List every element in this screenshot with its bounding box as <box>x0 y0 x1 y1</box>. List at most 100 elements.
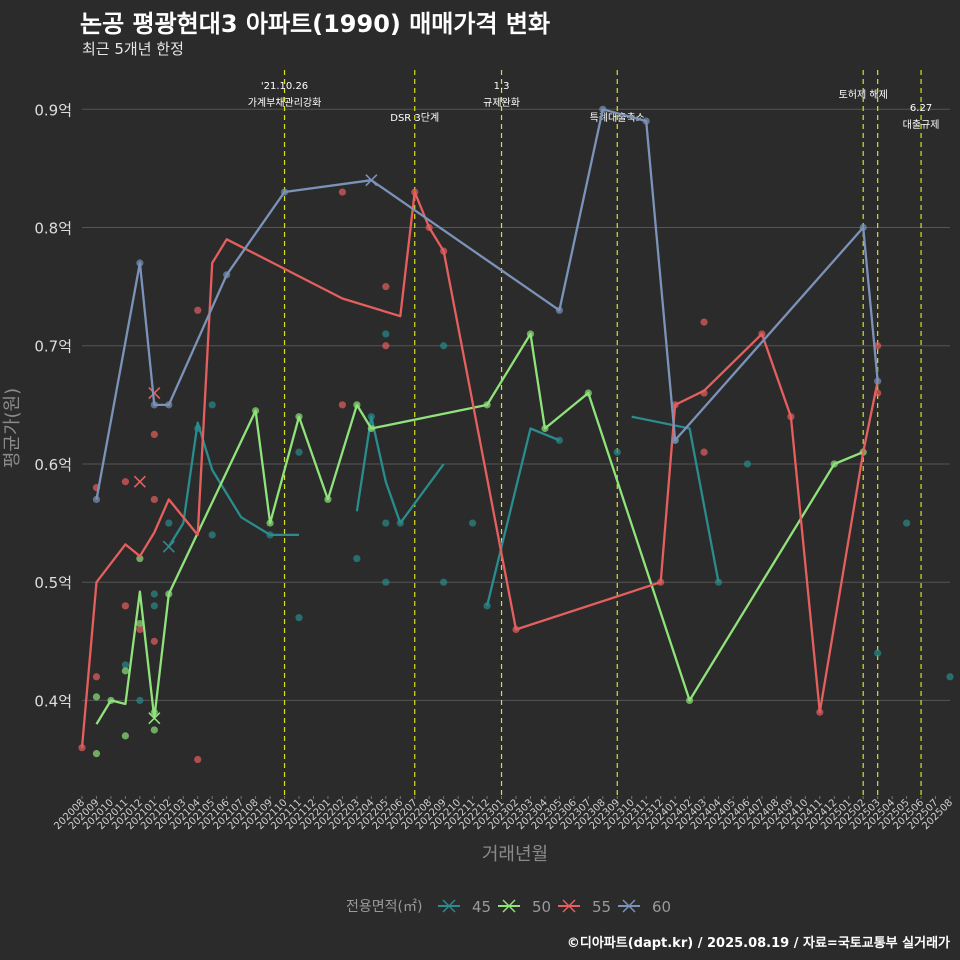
data-point <box>208 401 216 409</box>
data-point <box>382 519 390 527</box>
data-point <box>121 602 129 610</box>
series-line <box>95 108 879 500</box>
data-point <box>208 531 216 539</box>
data-point <box>165 519 173 527</box>
y-tick-labels: 0.4억 0.5억 0.6억 0.7억 0.8억 0.9억 <box>34 101 72 710</box>
data-point <box>946 673 954 681</box>
legend: 전용면적(㎡) 45 50 55 60 <box>346 898 671 916</box>
chart-subtitle: 최근 5개년 한정 <box>82 40 184 58</box>
series-55 <box>78 188 882 764</box>
data-point <box>150 590 158 598</box>
event-annotation: 가계부채관리강화 <box>248 97 322 109</box>
data-point <box>613 448 621 456</box>
data-point <box>874 342 882 350</box>
y-tick-label: 0.4억 <box>34 692 72 710</box>
grid-lines <box>82 108 950 701</box>
data-point <box>338 188 346 196</box>
data-point <box>150 430 158 439</box>
y-tick-label: 0.9억 <box>34 101 72 119</box>
y-tick-label: 0.5억 <box>34 574 72 592</box>
data-point <box>150 495 158 504</box>
data-point <box>382 283 390 291</box>
y-tick-label: 0.7억 <box>34 338 72 356</box>
cross-marker <box>365 174 378 187</box>
legend-cross <box>622 899 636 913</box>
data-point <box>121 732 129 740</box>
data-point <box>150 726 158 734</box>
y-tick-label: 0.6억 <box>34 456 72 474</box>
legend-item-45: 45 <box>438 898 491 916</box>
legend-cross <box>562 899 576 913</box>
data-point <box>136 625 144 634</box>
series-line <box>355 415 445 525</box>
data-point <box>136 554 144 563</box>
data-point <box>92 750 101 758</box>
data-point <box>469 519 477 527</box>
series-line <box>80 190 879 748</box>
y-axis-label: 평균가(원) <box>2 388 23 468</box>
source-caption: ©디아파트(dapt.kr) / 2025.08.19 / 자료=국토교통부 실… <box>566 936 950 951</box>
data-point <box>121 478 129 486</box>
data-point <box>92 673 101 681</box>
x-axis-label: 거래년월 <box>482 844 548 865</box>
data-point <box>150 602 158 610</box>
data-point <box>903 519 911 527</box>
data-point <box>382 578 390 586</box>
series-45 <box>121 330 954 705</box>
event-annotation: 6.27 <box>910 103 932 114</box>
cross-marker <box>133 475 146 488</box>
legend-item-50: 50 <box>498 898 551 916</box>
legend-item-55: 55 <box>558 898 611 916</box>
data-point <box>136 696 144 705</box>
data-point <box>700 318 708 326</box>
series-line <box>485 427 560 607</box>
event-annotation: '21.10.26 <box>261 81 308 92</box>
cross-marker <box>148 386 161 400</box>
legend-label: 60 <box>652 898 671 916</box>
event-annotation: 대출규제 <box>903 119 940 131</box>
data-point <box>440 578 448 586</box>
legend-label: 55 <box>592 898 611 916</box>
data-point <box>874 377 882 385</box>
chart-title: 논공 평광현대3 아파트(1990) 매매가격 변화 <box>80 10 551 38</box>
legend-label: 45 <box>472 898 491 916</box>
legend-label: 50 <box>532 898 551 916</box>
series-60 <box>92 105 882 504</box>
event-annotation: 특례대출축소 <box>590 112 645 124</box>
data-point <box>92 495 101 504</box>
data-point <box>92 693 101 701</box>
event-annotation: 토허제 해제 <box>839 88 888 101</box>
data-point <box>353 554 361 563</box>
x-tick-labels: 2020082020092020102020112020122021012021… <box>52 796 955 832</box>
legend-cross <box>442 899 456 913</box>
cross-marker <box>162 540 175 553</box>
event-annotation: 1.3 <box>494 81 510 92</box>
legend-item-60: 60 <box>618 898 671 916</box>
data-point <box>700 448 708 456</box>
data-point <box>194 306 202 314</box>
series-layer <box>78 105 954 764</box>
event-annotation: DSR 3단계 <box>390 112 439 124</box>
data-point <box>382 330 390 338</box>
data-point <box>121 667 129 675</box>
data-point <box>150 637 158 645</box>
series-line <box>631 415 720 583</box>
data-point <box>483 602 491 610</box>
data-point <box>874 649 882 657</box>
data-point <box>382 342 390 350</box>
data-point <box>136 619 144 628</box>
data-point <box>338 401 346 409</box>
data-point <box>121 661 129 669</box>
series-50 <box>92 330 867 758</box>
data-point <box>295 448 303 456</box>
y-tick-label: 0.8억 <box>34 220 72 238</box>
series-line <box>167 421 299 548</box>
data-point <box>78 744 86 752</box>
data-point <box>295 614 303 622</box>
cross-marker <box>148 712 161 725</box>
data-point <box>743 460 752 468</box>
series-line <box>95 332 864 725</box>
event-annotation: 규제완화 <box>483 97 520 109</box>
